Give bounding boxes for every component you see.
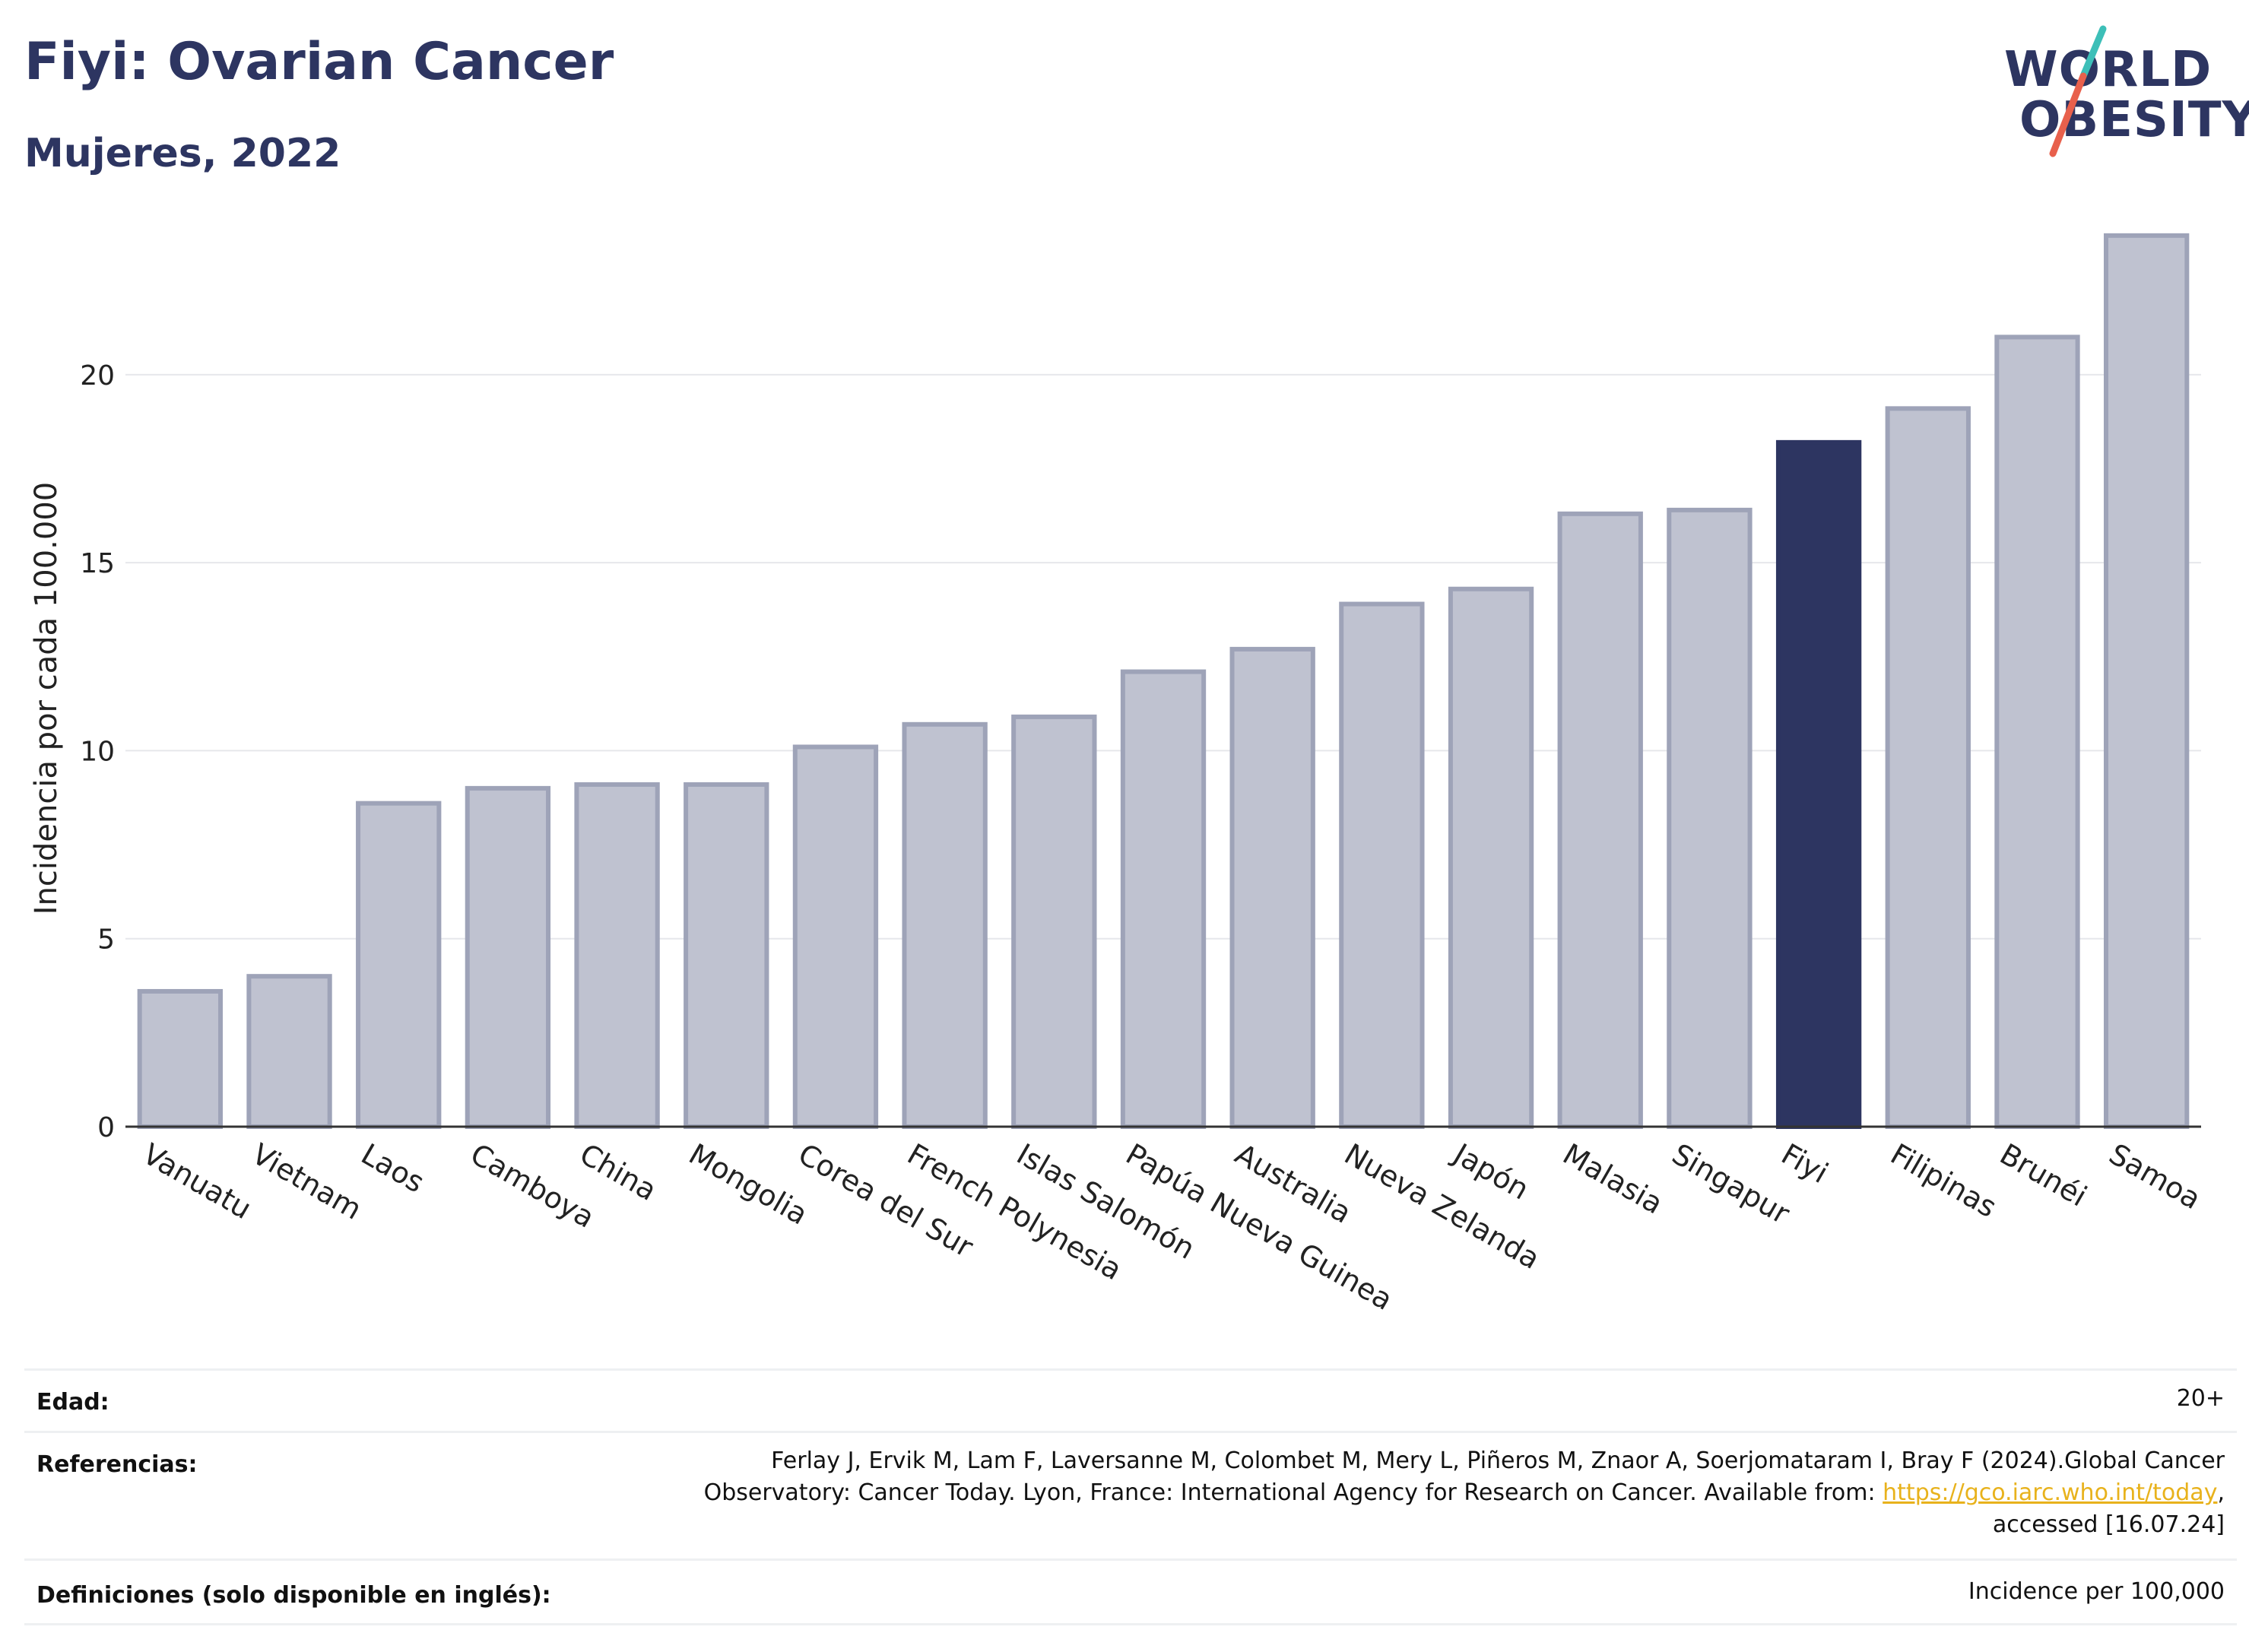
bar-samoa bbox=[2103, 233, 2190, 1129]
age-row: Edad: 20+ bbox=[24, 1368, 2237, 1433]
x-tick-label: Nueva Zelanda bbox=[1339, 1137, 1546, 1276]
references-label: Referencias: bbox=[36, 1451, 198, 1478]
reference-comma: , bbox=[2217, 1479, 2225, 1506]
reference-line-1: Ferlay J, Ervik M, Lam F, Laversanne M, … bbox=[771, 1447, 2225, 1474]
references-row: Referencias: Ferlay J, Ervik M, Lam F, L… bbox=[24, 1431, 2237, 1561]
x-tick-label: Brunéi bbox=[1994, 1137, 2092, 1213]
bar-fiyi bbox=[1775, 439, 1862, 1129]
x-tick-label: Laos bbox=[356, 1137, 430, 1200]
definitions-value: Incidence per 100,000 bbox=[1968, 1578, 2225, 1605]
bar-french-polynesia bbox=[902, 721, 988, 1129]
page-title: Fiyi: Ovarian Cancer bbox=[24, 32, 614, 92]
y-tick-label: 20 bbox=[80, 360, 115, 392]
x-tick-label: Vietnam bbox=[246, 1137, 367, 1226]
x-tick-label: Singapur bbox=[1667, 1137, 1796, 1231]
x-tick-label: Malasia bbox=[1557, 1137, 1668, 1221]
bar-corea-del-sur bbox=[792, 744, 879, 1129]
x-tick-label: Fiyi bbox=[1776, 1137, 1834, 1190]
page-subtitle: Mujeres, 2022 bbox=[24, 131, 341, 176]
bar-camboya bbox=[465, 785, 551, 1129]
logo-slash-icon bbox=[2049, 25, 2107, 157]
x-tick-label: Mongolia bbox=[684, 1137, 814, 1232]
bar-filipinas bbox=[1885, 406, 1971, 1129]
bar-singapur bbox=[1667, 507, 1753, 1129]
reference-line-3: accessed [16.07.24] bbox=[1992, 1511, 2225, 1538]
reference-text: Observatory: Cancer Today. Lyon, France:… bbox=[703, 1479, 1883, 1506]
references-value: Ferlay J, Ervik M, Lam F, Laversanne M, … bbox=[704, 1445, 2225, 1541]
definitions-row: Definiciones (solo disponible en inglés)… bbox=[24, 1558, 2237, 1625]
bar-australia bbox=[1229, 646, 1315, 1129]
y-tick-label: 15 bbox=[80, 548, 115, 579]
bar-jap-n bbox=[1448, 586, 1534, 1129]
y-tick-label: 5 bbox=[97, 924, 115, 956]
x-tick-label: Japón bbox=[1447, 1137, 1534, 1206]
bar-vanuatu bbox=[137, 988, 224, 1129]
bar-mongolia bbox=[684, 782, 769, 1130]
y-axis-label: Incidencia por cada 100.000 bbox=[29, 482, 64, 915]
logo-line-1: WORLD bbox=[2004, 42, 2213, 98]
y-axis-ticks: 0 5 10 15 20 bbox=[80, 360, 115, 1143]
bar-nueva-zelanda bbox=[1339, 601, 1425, 1129]
bar-brun-i bbox=[1994, 335, 2080, 1129]
y-tick-label: 0 bbox=[97, 1112, 115, 1143]
x-tick-label: China bbox=[574, 1137, 662, 1207]
x-tick-label: Camboya bbox=[465, 1137, 600, 1235]
age-value: 20+ bbox=[2176, 1385, 2225, 1412]
bar-malasia bbox=[1557, 511, 1643, 1129]
y-tick-label: 10 bbox=[80, 736, 115, 767]
definitions-label: Definiciones (solo disponible en inglés)… bbox=[36, 1582, 551, 1609]
world-obesity-logo: WORLD OBESITY bbox=[1977, 23, 2249, 175]
x-tick-label: Vanuatu bbox=[137, 1137, 257, 1226]
reference-link[interactable]: https://gco.iarc.who.int/today bbox=[1883, 1479, 2218, 1506]
reference-line-2: Observatory: Cancer Today. Lyon, France:… bbox=[704, 1477, 2225, 1509]
x-tick-label: Samoa bbox=[2104, 1137, 2206, 1216]
x-tick-label: Filipinas bbox=[1885, 1137, 2002, 1224]
bar-pap-a-nueva-guinea bbox=[1120, 669, 1207, 1129]
chart-bars bbox=[137, 233, 2190, 1130]
age-label: Edad: bbox=[36, 1389, 109, 1416]
bar-laos bbox=[356, 801, 442, 1129]
bar-vietnam bbox=[246, 974, 332, 1129]
bar-islas-salom-n bbox=[1011, 714, 1097, 1129]
bar-china bbox=[574, 782, 660, 1130]
